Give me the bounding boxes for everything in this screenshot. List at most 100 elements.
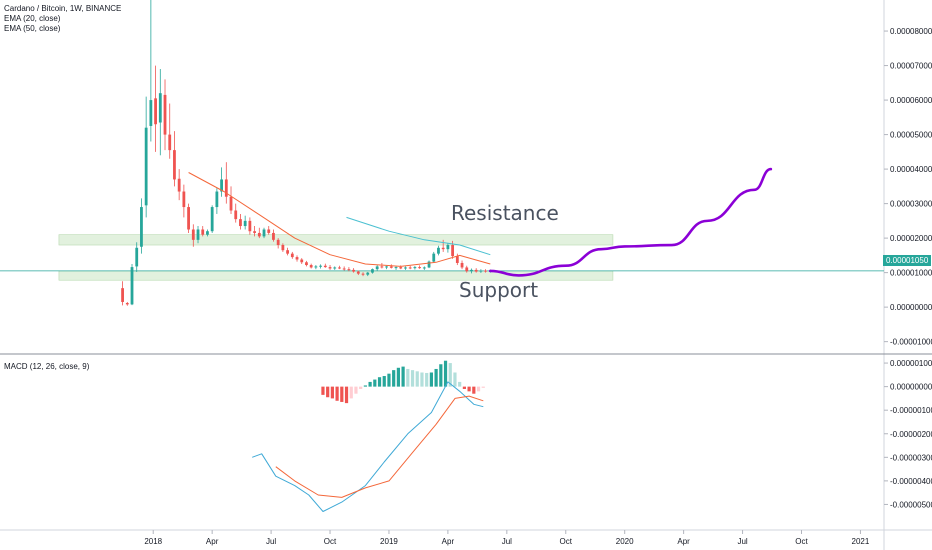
candle-body [130,267,134,305]
macd-histogram-bar [344,386,349,404]
macd-histogram-bar [443,360,448,387]
candle-body [323,265,327,268]
ema50-line [346,216,491,256]
candle-body [385,266,389,268]
candle-body [338,267,341,269]
price-tick-label: 0.00001000 [890,269,932,278]
candle-body [408,267,412,269]
macd-histogram-bar [330,386,334,399]
ema20-line [188,172,491,267]
candle-body [158,93,162,123]
candle-body [125,302,129,305]
candle-body [210,207,214,232]
macd-histogram-bar [434,368,438,387]
resistance-zone [58,234,614,246]
candle-body [413,267,417,269]
macd-histogram-bar [363,385,367,387]
macd-histogram-bar [425,372,429,387]
candle-body [229,196,233,211]
candle-body [347,269,351,271]
candle-body [121,288,124,302]
macd-histogram-bar [354,386,358,394]
macd-tick-label: 0.00000000 [890,383,932,392]
price-tick-label: 0.00006000 [890,96,932,105]
price-tick-label: 0.00002000 [890,234,932,243]
macd-histogram-bar [420,372,424,387]
price-tick-label: 0.00004000 [890,165,932,174]
macd-histogram-bar [401,366,405,387]
macd-histogram-bar [326,386,330,398]
candle-body [173,150,176,180]
candle-body [437,247,440,254]
candle-body [319,265,322,267]
candle-body [253,231,256,233]
macd-tick-label: -0.00000400 [890,477,932,486]
candle-body [248,220,252,232]
candle-body [276,239,280,246]
macd-histogram-bar [321,386,325,395]
macd-histogram-bar [368,381,372,387]
candle-body [267,229,271,233]
macd-histogram-bar [387,373,391,387]
candle-body [446,245,450,250]
candle-body [234,210,238,220]
candle-body [144,127,148,206]
time-tick-label: Oct [324,537,337,546]
macd-histogram-bar [373,379,377,387]
time-tick-label: 2021 [852,537,870,546]
legend-title: Cardano / Bitcoin, 1W, BINANCE [4,4,122,13]
candle-body [305,262,308,266]
price-tick-label: 0.00000000 [890,303,932,312]
time-tick-label: 2019 [380,537,398,546]
time-tick-label: Oct [795,537,808,546]
candle-body [342,268,346,270]
candle-body [432,253,436,262]
candle-body [243,220,247,227]
candle-body [290,253,294,258]
support-label: Support [459,278,538,302]
current-price-label: 0.00001050 [886,256,929,265]
candle-body [366,272,370,275]
candle-body [182,191,186,208]
macd-histogram-bar [448,363,452,387]
candle-body [314,266,318,268]
macd-histogram-bar [458,381,462,387]
candle-body [196,229,200,240]
resistance-label: Resistance [451,201,559,225]
time-tick-label: Jul [502,537,512,546]
macd-histogram-bar [481,386,485,388]
price-tick-label: -0.00001000 [890,338,932,347]
candle-body [262,229,266,237]
macd-signal-line [275,395,484,498]
candle-body [399,267,403,269]
candle-body [394,267,398,269]
macd-histogram-bar [439,364,443,387]
candle-body [333,267,337,269]
candle-body [371,269,374,273]
candle-body [163,94,167,135]
candle-body [286,250,289,254]
candle-body [418,267,422,269]
candle-body [135,247,139,267]
time-tick-label: Jul [737,537,747,546]
candle-body [300,259,304,263]
candle-body [465,267,469,272]
time-tick-label: 2018 [144,537,162,546]
current-price-badge: 0.00001050 [883,255,932,266]
legend-macd: MACD (12, 26, close, 9) [4,362,90,371]
candle-body [201,229,205,235]
candle-body [168,134,172,151]
macd-histogram-bar [349,386,353,399]
candle-body [220,179,223,192]
price-tick-label: 0.00005000 [890,131,932,140]
candle-body [239,219,242,227]
legend-ema50: EMA (50, close) [4,24,61,33]
macd-histogram-bar [396,367,400,387]
candle-body [356,271,360,274]
macd-histogram-bar [476,386,481,392]
macd-tick-label: -0.00000100 [890,406,932,415]
macd-tick-label: -0.00000300 [890,453,932,462]
time-tick-label: Apr [677,537,690,546]
candle-body [484,270,488,272]
